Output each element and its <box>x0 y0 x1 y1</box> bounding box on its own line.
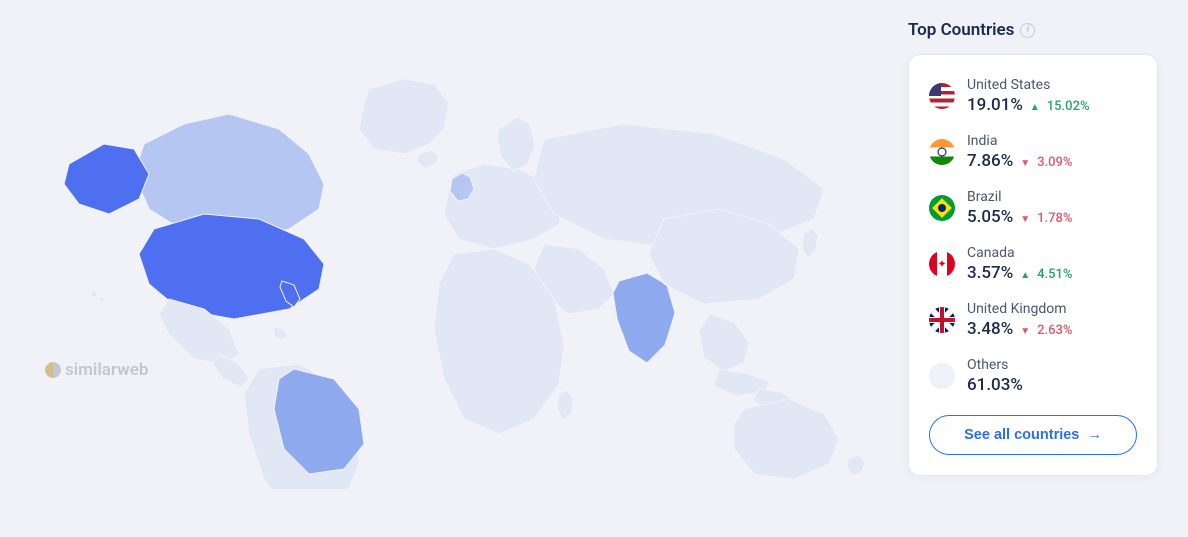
similarweb-logo-icon <box>45 362 61 378</box>
country-row-br: Brazil 5.05% ▼ 1.78% <box>929 189 1137 227</box>
flag-others-icon <box>929 363 955 389</box>
country-row-us: United States 19.01% ▲ 15.02% <box>929 77 1137 115</box>
country-share: 3.57% <box>967 263 1013 283</box>
panel-title: Top Countries i <box>908 20 1158 40</box>
flag-us-icon <box>929 83 955 109</box>
flag-gb-icon <box>929 307 955 333</box>
world-map <box>24 49 884 489</box>
world-map-area: similarweb <box>20 20 888 517</box>
country-change: 2.63% <box>1037 323 1072 338</box>
flag-ca-icon: ✦ <box>929 251 955 277</box>
country-name: Others <box>967 357 1137 373</box>
country-name: United Kingdom <box>967 301 1137 317</box>
watermark: similarweb <box>45 360 148 380</box>
trend-down-icon: ▼ <box>1020 327 1030 337</box>
country-name: India <box>967 133 1137 149</box>
panel-title-text: Top Countries <box>908 20 1014 40</box>
country-change: 1.78% <box>1037 211 1072 226</box>
country-change: 15.02% <box>1047 99 1090 114</box>
countries-card: United States 19.01% ▲ 15.02% India 7.86… <box>908 54 1158 476</box>
country-change: 4.51% <box>1037 267 1072 282</box>
country-row-gb: United Kingdom 3.48% ▼ 2.63% <box>929 301 1137 339</box>
map-india <box>613 273 675 363</box>
country-change: 3.09% <box>1037 155 1072 170</box>
info-icon[interactable]: i <box>1020 23 1035 38</box>
country-row-in: India 7.86% ▼ 3.09% <box>929 133 1137 171</box>
flag-br-icon <box>929 195 955 221</box>
country-share: 3.48% <box>967 319 1013 339</box>
top-countries-widget: similarweb Top Countries i United States… <box>0 0 1188 537</box>
country-share: 5.05% <box>967 207 1013 227</box>
flag-in-icon <box>929 139 955 165</box>
trend-down-icon: ▼ <box>1020 159 1030 169</box>
country-name: Brazil <box>967 189 1137 205</box>
see-all-label: See all countries <box>964 427 1079 443</box>
trend-down-icon: ▼ <box>1020 215 1030 225</box>
top-countries-panel: Top Countries i United States 19.01% ▲ 1… <box>908 20 1158 476</box>
country-name: Canada <box>967 245 1137 261</box>
arrow-right-icon: → <box>1087 427 1102 443</box>
country-row-ca: ✦ Canada 3.57% ▲ 4.51% <box>929 245 1137 283</box>
country-share: 19.01% <box>967 95 1023 115</box>
country-name: United States <box>967 77 1137 93</box>
trend-up-icon: ▲ <box>1030 103 1040 113</box>
map-alaska <box>64 144 149 214</box>
country-share: 7.86% <box>967 151 1013 171</box>
see-all-countries-button[interactable]: See all countries → <box>929 415 1137 455</box>
country-share: 61.03% <box>967 375 1023 395</box>
watermark-text: similarweb <box>65 360 148 380</box>
country-row-others: Others 61.03% <box>929 357 1137 395</box>
trend-up-icon: ▲ <box>1020 271 1030 281</box>
